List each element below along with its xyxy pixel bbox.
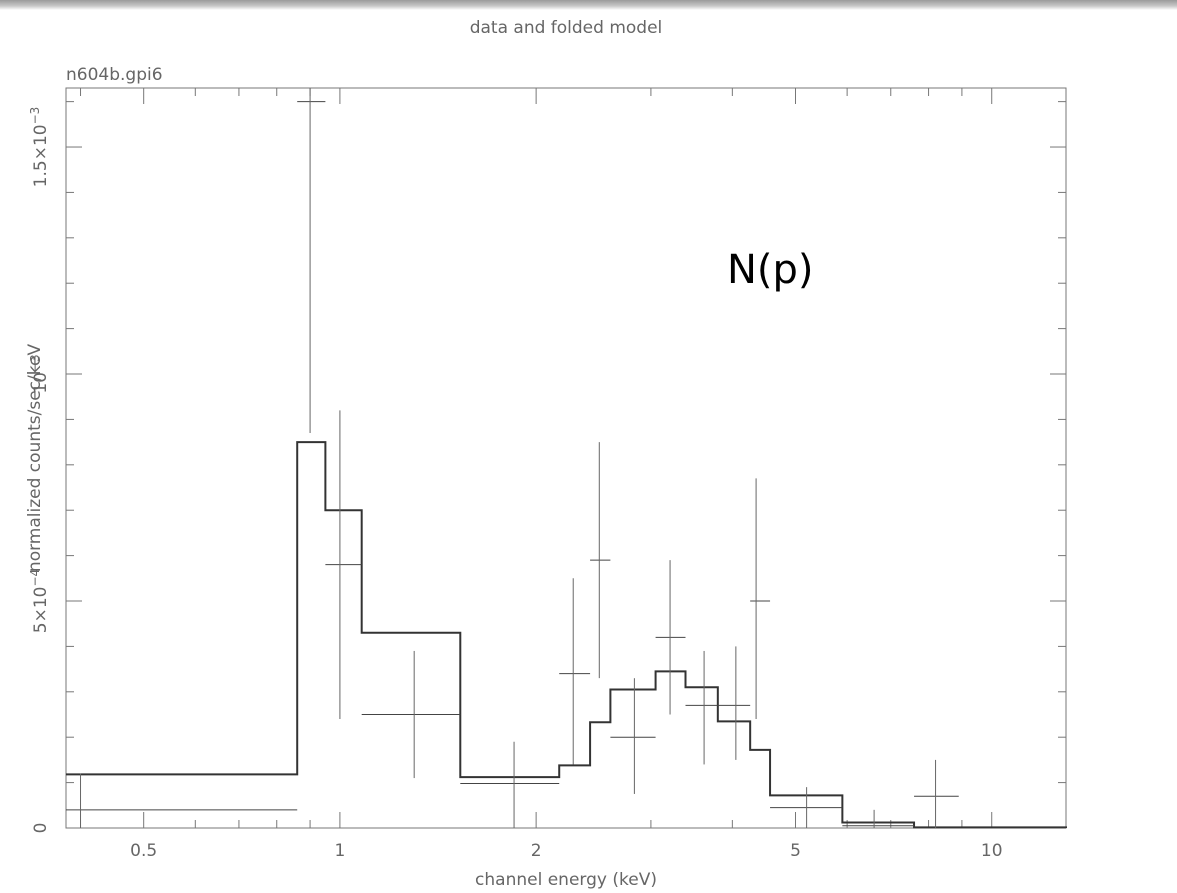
y-tick-label: 5×10−4 (28, 569, 51, 633)
data-point (770, 787, 843, 828)
data-point (297, 88, 326, 434)
data-point (66, 773, 298, 828)
plot-frame (65, 87, 1067, 829)
y-tick-label: 1.5×10−3 (28, 107, 51, 188)
annotation-label: N(p) (727, 247, 814, 293)
y-tick-labels: 0 5×10−4 10−3 1.5×10−3 (28, 107, 51, 834)
data-point (325, 410, 362, 720)
data-point (914, 759, 959, 828)
x-tick-label: 1 (334, 841, 345, 861)
data-point (559, 578, 591, 765)
data-point (750, 478, 771, 720)
data-point (590, 442, 611, 679)
data-point (842, 809, 915, 828)
data-point (655, 560, 686, 715)
model-step-line (66, 441, 1067, 829)
data-point (610, 678, 656, 794)
y-tick-label: 10−3 (28, 354, 51, 393)
window-top-bar (0, 0, 1177, 10)
data-point (460, 741, 560, 828)
x-tick-label: 0.5 (130, 841, 157, 861)
x-tick-label: 2 (531, 841, 542, 861)
x-tick-label: 10 (981, 841, 1003, 861)
model-step (66, 441, 1067, 829)
x-tick-labels: 0.5 1 2 5 10 (130, 841, 1002, 861)
data-point (685, 650, 718, 765)
axis-ticks (66, 88, 1066, 829)
y-axis-label: normalized counts/sec/keV (25, 344, 45, 573)
plot-title: data and folded model (470, 18, 663, 38)
x-tick-label: 5 (790, 841, 801, 861)
y-tick-label: 0 (31, 823, 51, 834)
data-points (66, 88, 959, 828)
data-point (717, 646, 751, 760)
plot-subtitle: n604b.gpi6 (66, 65, 163, 85)
data-point (361, 650, 461, 779)
x-axis-label: channel energy (keV) (475, 870, 657, 890)
